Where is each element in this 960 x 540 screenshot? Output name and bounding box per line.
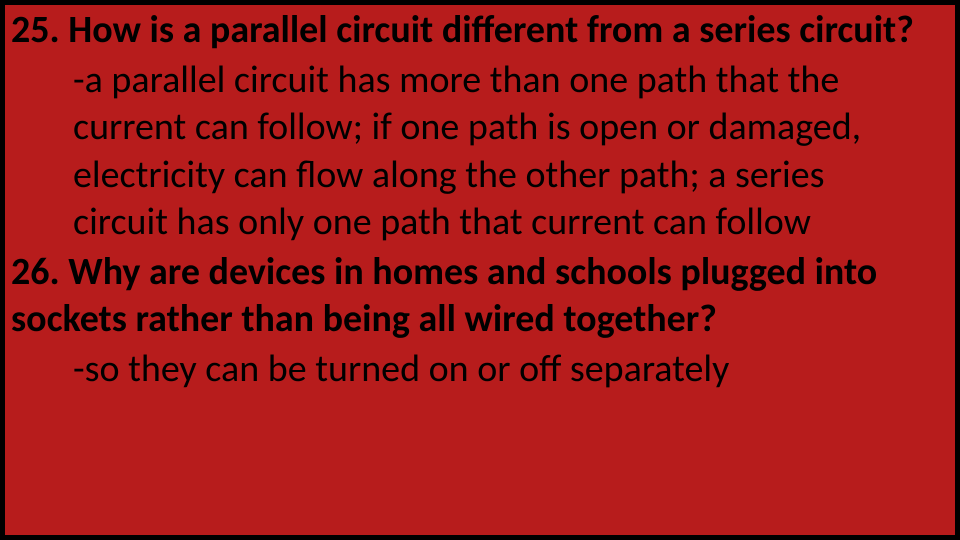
question-25: 25. How is a parallel circuit different …: [11, 7, 949, 55]
answer-25: -a parallel circuit has more than one pa…: [73, 57, 919, 247]
slide-container: 25. How is a parallel circuit different …: [0, 0, 960, 540]
answer-26: -so they can be turned on or off separat…: [73, 346, 949, 394]
question-26: 26. Why are devices in homes and schools…: [11, 249, 949, 344]
